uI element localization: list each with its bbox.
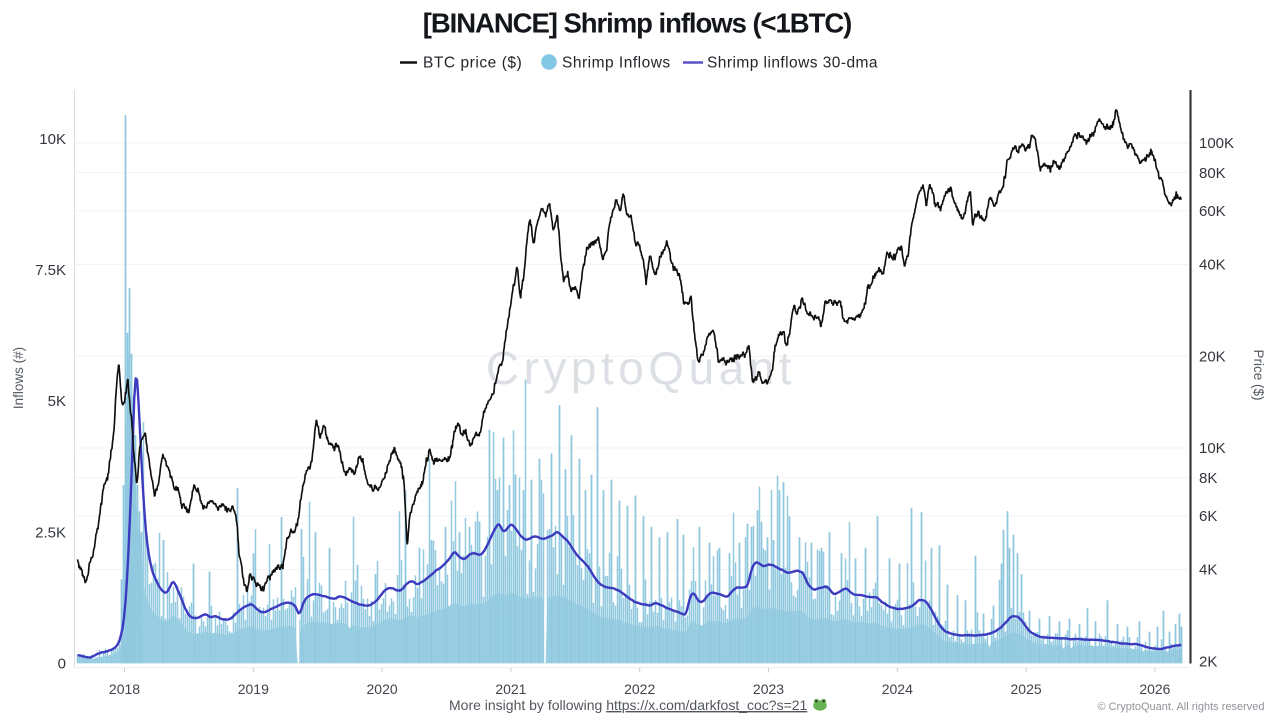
- svg-text:Shrimp linflows 30-dma: Shrimp linflows 30-dma: [707, 55, 878, 72]
- svg-text:2022: 2022: [624, 681, 655, 697]
- svg-text:2023: 2023: [753, 681, 784, 697]
- svg-text:2021: 2021: [495, 681, 526, 697]
- svg-text:7.5K: 7.5K: [35, 262, 66, 279]
- svg-text:2K: 2K: [1199, 653, 1217, 670]
- svg-text:2018: 2018: [109, 681, 140, 697]
- svg-text:2025: 2025: [1011, 681, 1042, 697]
- svg-text:100K: 100K: [1199, 135, 1234, 152]
- svg-text:2026: 2026: [1139, 681, 1170, 697]
- svg-text:More insight by following http: More insight by following https://x.com/…: [449, 697, 808, 713]
- svg-text:CryptoQuant: CryptoQuant: [486, 342, 796, 394]
- svg-text:Shrimp Inflows: Shrimp Inflows: [562, 55, 671, 72]
- svg-text:10K: 10K: [39, 131, 66, 148]
- svg-text:4K: 4K: [1199, 562, 1217, 579]
- svg-text:5K: 5K: [48, 393, 66, 410]
- svg-text:2020: 2020: [367, 681, 398, 697]
- svg-text:2.5K: 2.5K: [35, 524, 66, 541]
- svg-text:8K: 8K: [1199, 470, 1217, 487]
- svg-text:BTC price ($): BTC price ($): [423, 55, 522, 72]
- svg-text:6K: 6K: [1199, 508, 1217, 525]
- svg-text:80K: 80K: [1199, 165, 1226, 182]
- svg-text:2019: 2019: [238, 681, 269, 697]
- svg-text:20K: 20K: [1199, 348, 1226, 365]
- svg-text:60K: 60K: [1199, 203, 1226, 220]
- svg-text:© CryptoQuant. All rights rese: © CryptoQuant. All rights reserved: [1097, 701, 1264, 713]
- svg-text:10K: 10K: [1199, 440, 1226, 457]
- svg-text:40K: 40K: [1199, 257, 1226, 274]
- svg-text:2024: 2024: [882, 681, 913, 697]
- svg-text:[BINANCE] Shrimp inflows (<1BT: [BINANCE] Shrimp inflows (<1BTC): [423, 8, 852, 39]
- svg-text:0: 0: [58, 656, 66, 673]
- svg-text:Price ($): Price ($): [1251, 349, 1266, 400]
- svg-text:Inflows (#): Inflows (#): [11, 347, 26, 409]
